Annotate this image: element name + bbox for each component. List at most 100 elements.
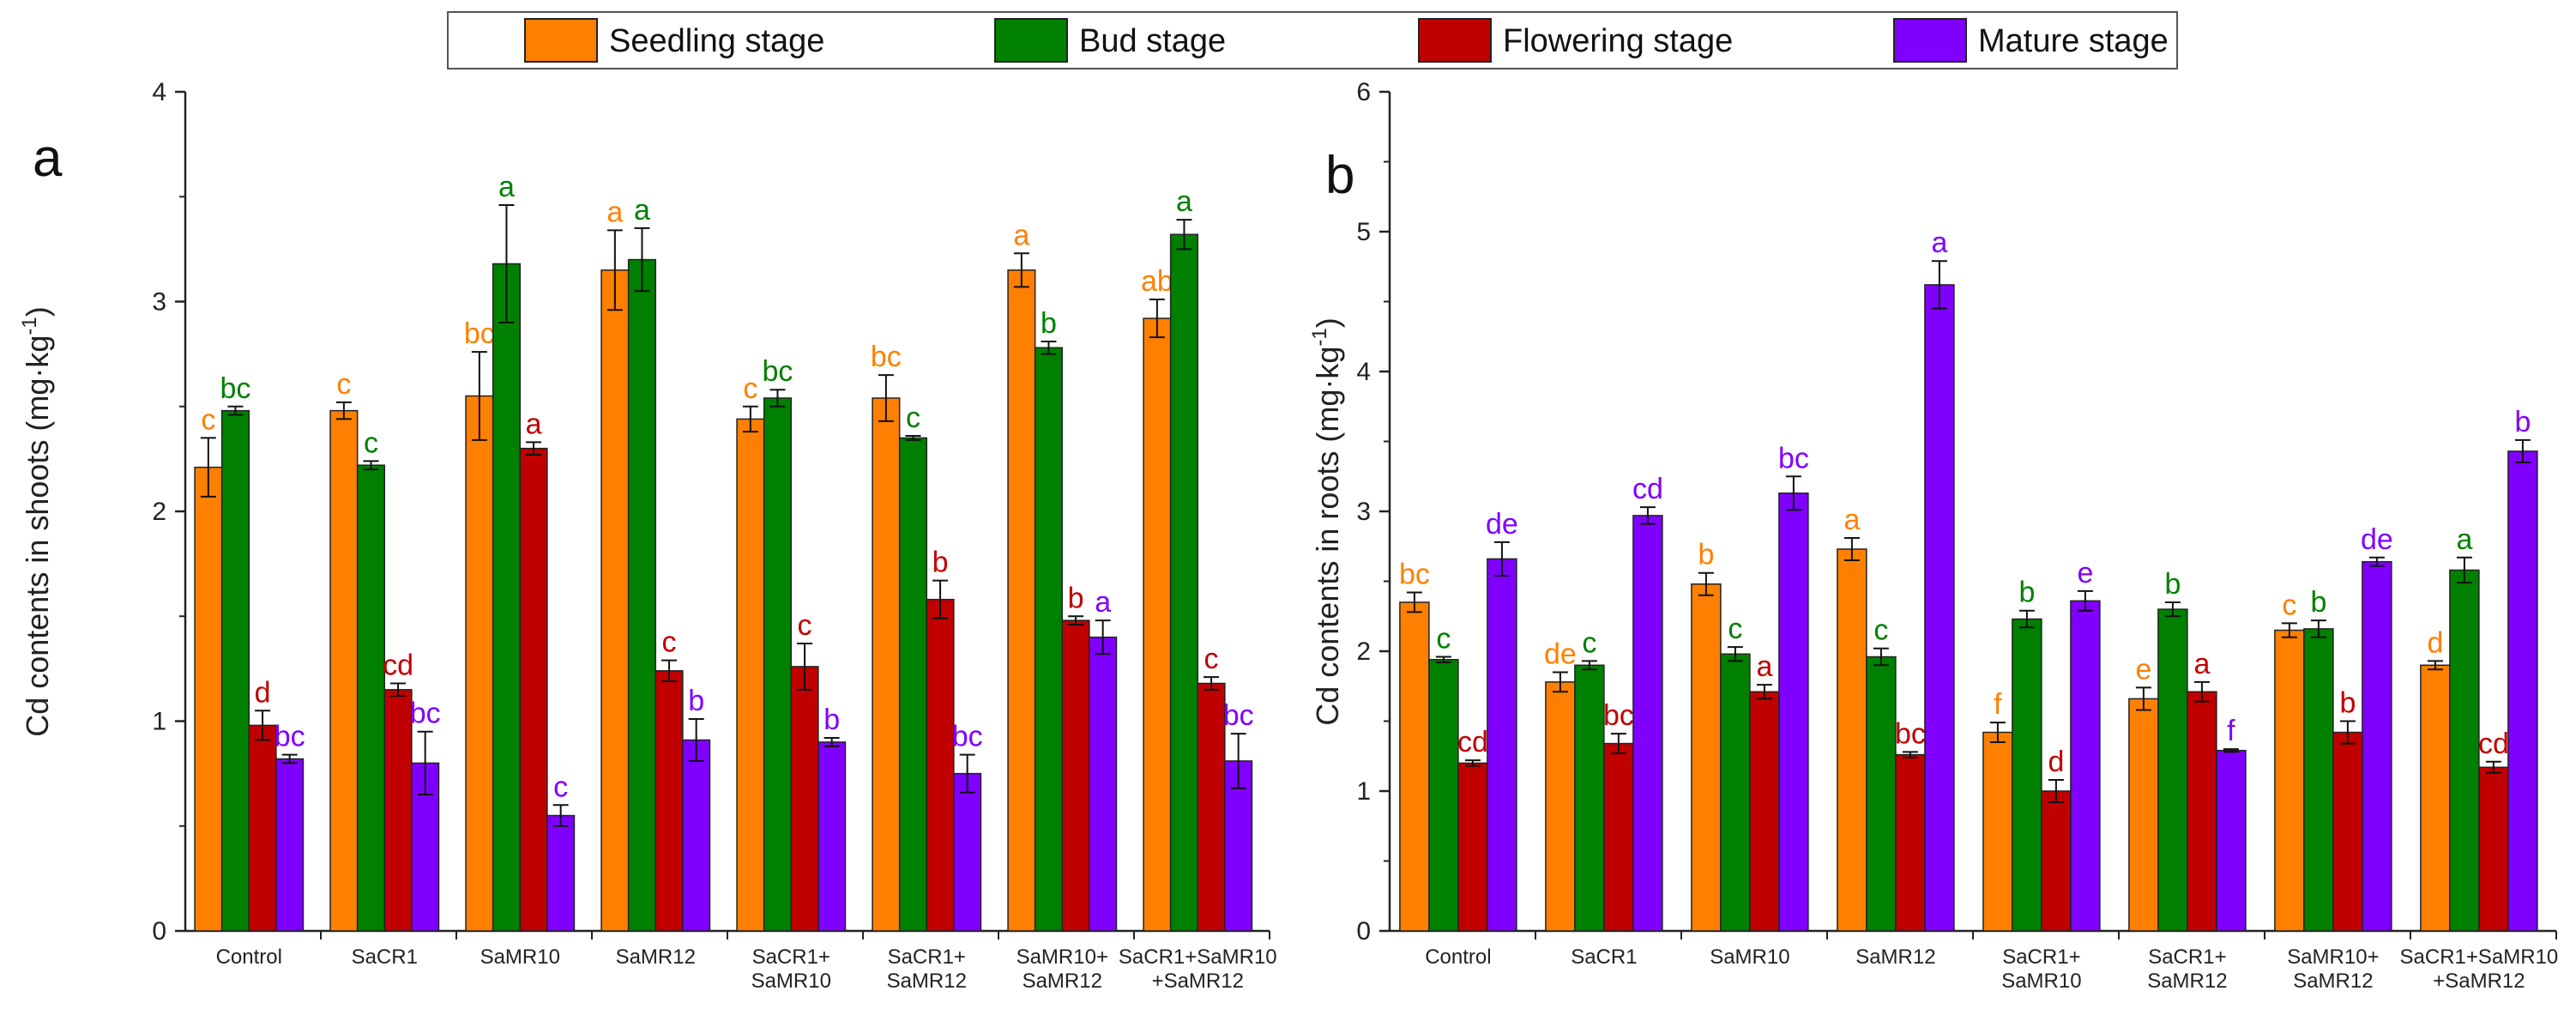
roots-category-label-2-0: SaMR10 — [1710, 946, 1789, 969]
shoots-bar-5-0 — [872, 397, 901, 932]
shoots-letter-2-1: a — [498, 171, 515, 203]
roots-category-label-4-1: SaMR10 — [2001, 970, 2081, 993]
shoots-bar-3-1 — [627, 258, 657, 932]
legend-label-2: Flowering stage — [1503, 23, 1733, 59]
shoots-letter-1-2: cd — [383, 649, 413, 681]
roots-category-label-7-0: SaCR1+SaMR10 — [2400, 946, 2559, 969]
roots-bar-2-2 — [1749, 691, 1780, 932]
roots-letter-5-3: f — [2227, 715, 2235, 747]
shoots-letter-4-1: bc — [762, 355, 793, 388]
roots-letter-1-0: de — [1544, 637, 1577, 670]
shoots-bar-7-0 — [1143, 317, 1172, 932]
roots-letter-7-3: b — [2514, 406, 2531, 438]
shoots-bar-2-2 — [519, 447, 548, 932]
shoots-bar-0-2 — [248, 724, 277, 932]
shoots-letter-5-0: bc — [871, 341, 902, 373]
shoots-category-label-4-1: SaMR10 — [751, 970, 831, 993]
roots-letter-4-0: f — [1994, 688, 2002, 721]
shoots-letter-5-3: bc — [952, 721, 983, 753]
shoots-letter-0-3: bc — [274, 721, 305, 753]
roots-letter-2-0: b — [1698, 539, 1714, 571]
roots-bar-6-0 — [2274, 629, 2305, 932]
shoots-bar-7-1 — [1169, 233, 1199, 932]
roots-category-label-6-0: SaMR10+ — [2287, 946, 2379, 969]
roots-category-label-3-0: SaMR12 — [1855, 946, 1935, 969]
roots-letter-7-1: a — [2456, 523, 2472, 556]
roots-category-label-4-0: SaCR1+ — [2002, 946, 2080, 969]
roots-panel-label: b — [1325, 146, 1354, 205]
shoots-bar-4-3 — [817, 741, 847, 932]
roots-letter-3-3: a — [1931, 227, 1947, 259]
roots-ytick-label-4: 4 — [1356, 358, 1371, 386]
shoots-bar-0-1 — [220, 409, 250, 932]
roots-letter-6-3: de — [2361, 523, 2393, 556]
roots-category-label-6-1: SaMR12 — [2293, 970, 2373, 993]
shoots-bar-6-3 — [1089, 636, 1118, 932]
roots-letter-2-3: bc — [1778, 442, 1809, 474]
shoots-bar-4-1 — [763, 397, 793, 932]
shoots-letter-1-0: c — [336, 368, 351, 401]
shoots-category-label-3-0: SaMR12 — [616, 946, 696, 969]
shoots-category-label-6-0: SaMR10+ — [1017, 946, 1108, 969]
shoots-letter-2-0: bc — [464, 317, 495, 350]
roots-category-label-5-0: SaCR1+ — [2148, 946, 2226, 969]
roots-bar-2-1 — [1720, 653, 1751, 932]
shoots-category-label-6-1: SaMR12 — [1023, 970, 1102, 993]
shoots-letter-2-3: c — [553, 770, 568, 803]
shoots-ytick-label-1: 1 — [152, 708, 166, 736]
roots-bar-3-2 — [1895, 753, 1926, 932]
roots-bar-3-0 — [1837, 548, 1867, 932]
shoots-letter-0-0: c — [201, 403, 215, 436]
legend: Seedling stage Bud stage Flowering stage Ma… — [447, 11, 2178, 69]
shoots-bar-1-1 — [356, 464, 386, 932]
shoots-letter-0-1: bc — [220, 372, 250, 405]
legend-box — [447, 11, 2178, 69]
legend-swatch-1 — [994, 18, 1068, 63]
shoots-ylabel: Cd contents in shoots (mg·kg-1) — [18, 306, 55, 737]
shoots-category-label-7-0: SaCR1+SaMR10 — [1119, 946, 1277, 969]
shoots-bar-5-1 — [898, 437, 928, 932]
roots-bar-5-2 — [2187, 691, 2217, 932]
roots-bar-4-0 — [1982, 731, 2013, 932]
shoots-category-label-7-1: +SaMR12 — [1152, 970, 1244, 993]
roots-letter-0-2: cd — [1457, 726, 1488, 758]
shoots-bar-0-3 — [275, 758, 305, 932]
roots-bar-7-0 — [2420, 664, 2451, 932]
shoots-bar-6-2 — [1061, 619, 1090, 932]
shoots-letter-6-1: b — [1041, 307, 1057, 340]
shoots-letter-3-3: b — [688, 685, 704, 717]
roots-bar-2-3 — [1778, 492, 1809, 932]
roots-bar-6-2 — [2332, 731, 2363, 932]
legend-label-1: Bud stage — [1079, 23, 1226, 59]
roots-letter-5-0: e — [2135, 653, 2151, 686]
roots-bar-0-3 — [1487, 558, 1517, 932]
roots-letter-5-2: a — [2193, 648, 2210, 680]
shoots-bar-2-0 — [465, 395, 494, 932]
shoots-category-label-5-0: SaCR1+ — [888, 946, 966, 969]
roots-bar-3-1 — [1866, 656, 1897, 932]
shoots-bar-5-3 — [953, 772, 982, 932]
shoots-bar-7-2 — [1197, 682, 1226, 932]
shoots-bar-3-3 — [682, 739, 711, 932]
shoots-bar-5-2 — [926, 598, 955, 932]
legend-swatch-3 — [1893, 18, 1967, 63]
roots-bar-4-3 — [2070, 600, 2101, 932]
roots-category-label-0-0: Control — [1425, 946, 1491, 969]
roots-bar-0-0 — [1399, 601, 1430, 932]
shoots-bar-6-1 — [1034, 347, 1064, 932]
shoots-bar-1-2 — [383, 689, 413, 932]
legend-swatch-0 — [524, 18, 598, 63]
roots-letter-6-2: b — [2339, 687, 2356, 720]
shoots-letter-2-2: a — [526, 408, 542, 440]
shoots-letter-4-0: c — [743, 372, 757, 405]
roots-category-label-5-1: SaMR12 — [2147, 970, 2227, 993]
roots-letter-4-1: b — [2018, 577, 2035, 609]
roots-bar-4-2 — [2041, 790, 2072, 932]
roots-bar-6-3 — [2362, 560, 2392, 932]
roots-letter-0-0: bc — [1399, 559, 1430, 591]
roots-category-label-1-0: SaCR1 — [1571, 946, 1637, 969]
shoots-letter-1-1: c — [364, 426, 378, 459]
roots-bar-1-2 — [1603, 742, 1634, 932]
roots-letter-0-3: de — [1486, 508, 1518, 541]
